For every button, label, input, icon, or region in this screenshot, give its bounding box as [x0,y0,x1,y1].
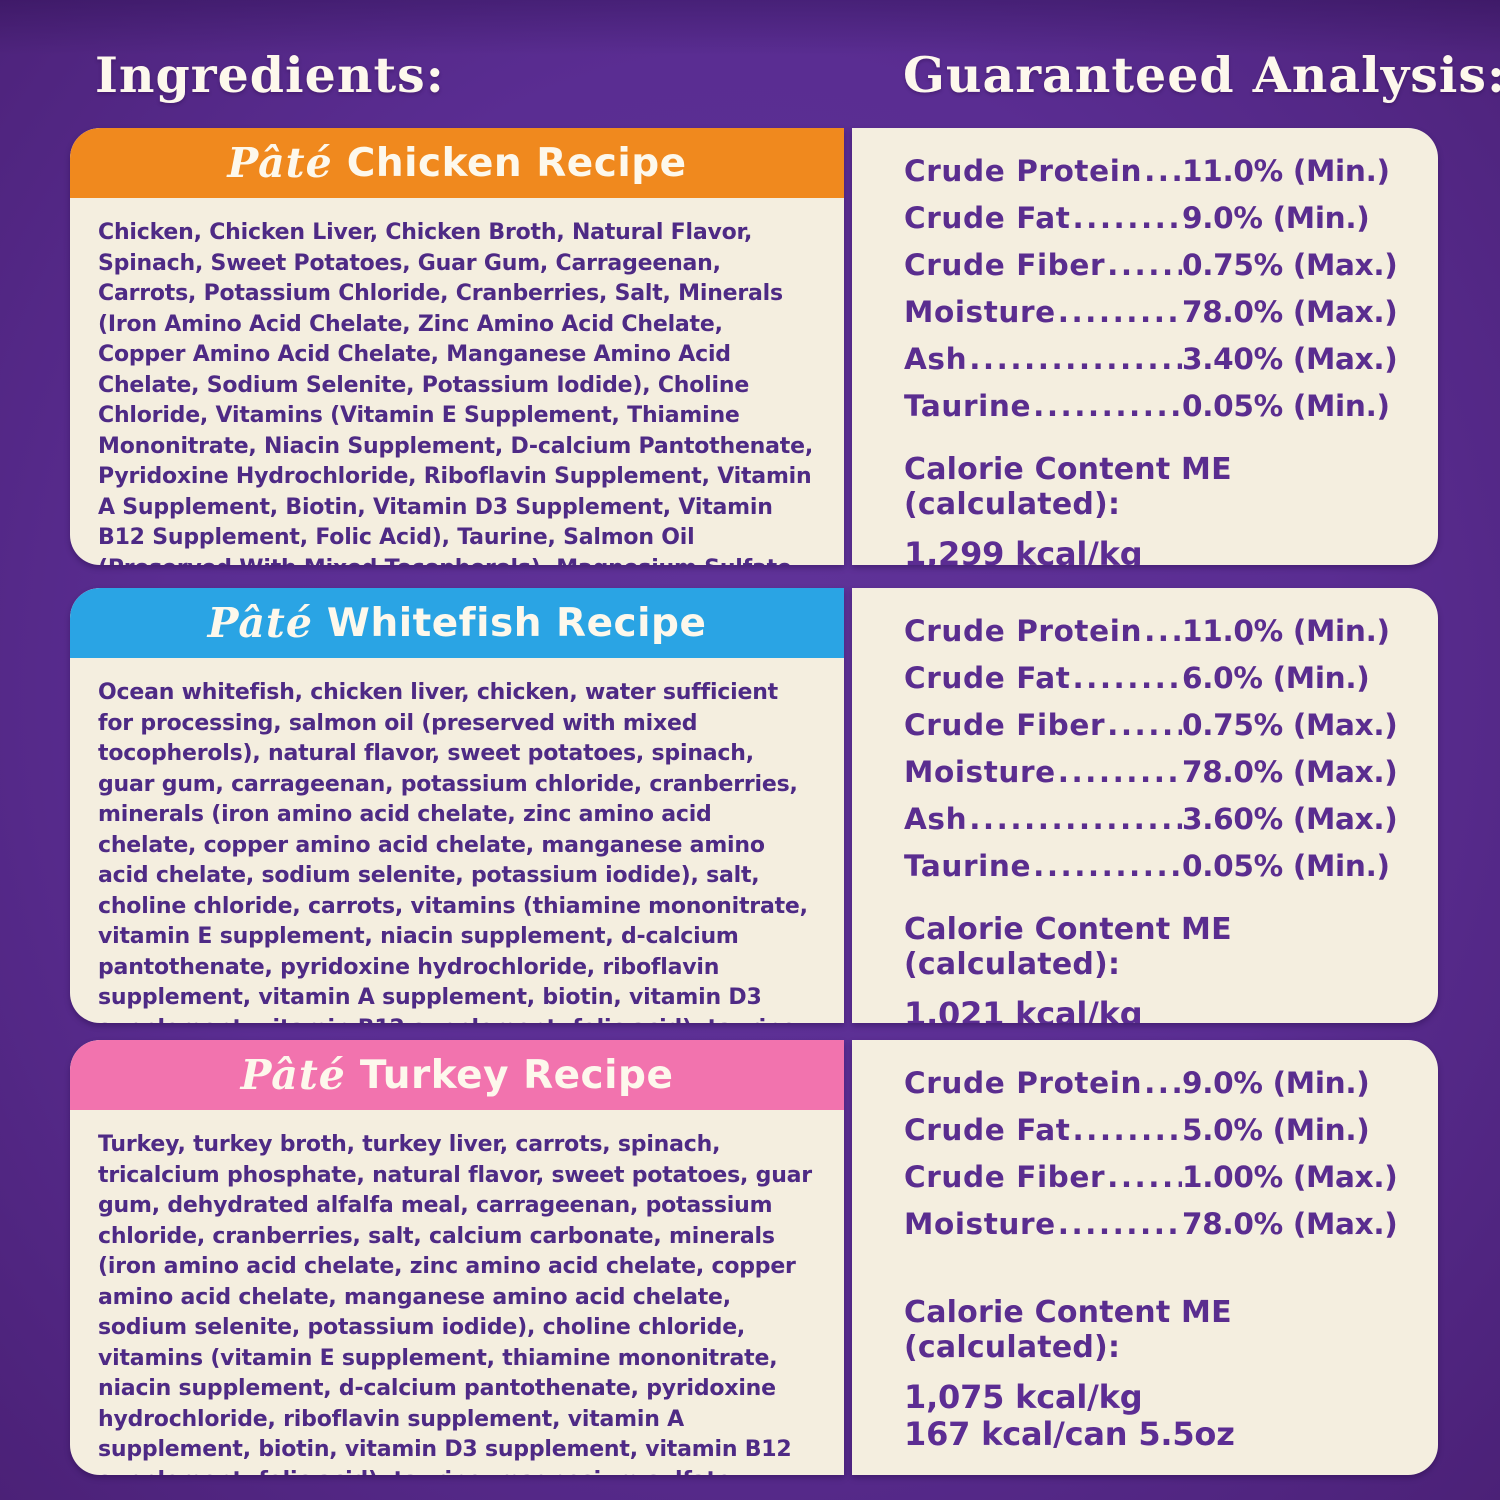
dot-leader: ........................................… [1057,755,1182,789]
dot-leader: ........................................… [1033,389,1182,423]
analysis-value: 78.0% (Max.) [1182,1207,1398,1241]
guaranteed-analysis-title: Guaranteed Analysis: [903,46,1500,104]
ingredients-title: Ingredients: [95,46,445,104]
calorie-content-header: Calorie Content ME (calculated): [904,452,1232,522]
section-whitefish: Pâté Whitefish Recipe Ocean whitefish, c… [70,588,1438,1023]
analysis-label: Taurine [904,849,1032,883]
analysis-value: 78.0% (Max.) [1182,755,1398,789]
dot-leader: ........................................… [1107,1160,1182,1194]
analysis-value: 78.0% (Max.) [1182,295,1398,329]
dot-leader: ........................................… [969,802,1182,836]
analysis-row-crude-fiber: Crude Fiber ............................… [904,248,1414,295]
vertical-spacer [904,1254,1414,1279]
turkey-recipe-title: Turkey Recipe [359,1052,674,1098]
turkey-analysis-card: Crude Protein ..........................… [852,1040,1438,1475]
dot-leader: ........................................… [1144,154,1182,188]
analysis-value: 5.0% (Min.) [1182,1113,1370,1147]
analysis-value: 6.0% (Min.) [1182,661,1370,695]
analysis-row-crude-fat: Crude Fat ..............................… [904,1113,1414,1160]
dot-leader: ........................................… [1072,1113,1182,1147]
calorie-content-header: Calorie Content ME (calculated): [904,912,1232,982]
chicken-recipe-title: Chicken Recipe [346,140,687,186]
section-turkey: Pâté Turkey Recipe Turkey, turkey broth,… [70,1040,1438,1475]
dot-leader: ........................................… [1107,248,1182,282]
analysis-value: 0.05% (Min.) [1182,849,1390,883]
analysis-row-moisture: Moisture ...............................… [904,755,1414,802]
whitefish-ingredients-card: Pâté Whitefish Recipe Ocean whitefish, c… [70,588,844,1023]
dot-leader: ........................................… [1107,708,1182,742]
analysis-value: 9.0% (Min.) [1182,1066,1370,1100]
analysis-label: Crude Protein [904,154,1143,188]
analysis-row-crude-fat: Crude Fat ..............................… [904,661,1414,708]
analysis-label: Crude Fiber [904,1160,1106,1194]
analysis-row-taurine: Taurine ................................… [904,849,1414,896]
pate-script-word: Pâté [207,599,313,647]
dot-leader: ........................................… [1144,614,1182,648]
analysis-row-crude-protein: Crude Protein ..........................… [904,154,1414,201]
analysis-label: Crude Protein [904,614,1143,648]
chicken-analysis-card: Crude Protein ..........................… [852,128,1438,565]
whitefish-ingredients-text: Ocean whitefish, chicken liver, chicken,… [98,680,808,1023]
kcal-per-can: 167 kcal/can 5.5oz [904,1415,1235,1453]
analysis-label: Moisture [904,295,1056,329]
dot-leader: ........................................… [1033,849,1182,883]
analysis-row-ash: Ash ....................................… [904,342,1414,389]
analysis-value: 1.00% (Max.) [1182,1160,1398,1194]
turkey-ingredients-text: Turkey, turkey broth, turkey liver, carr… [98,1132,812,1475]
analysis-value: 11.0% (Min.) [1182,614,1390,648]
analysis-row-crude-protein: Crude Protein ..........................… [904,1066,1414,1113]
dot-leader: ........................................… [1057,1207,1182,1241]
pate-script-word: Pâté [227,139,333,187]
analysis-label: Crude Fiber [904,248,1106,282]
analysis-label: Crude Protein [904,1066,1143,1100]
analysis-label: Moisture [904,1207,1056,1241]
analysis-label: Taurine [904,389,1032,423]
section-chicken: Pâté Chicken Recipe Chicken, Chicken Liv… [70,128,1438,565]
analysis-value: 9.0% (Min.) [1182,201,1370,235]
analysis-value: 0.75% (Max.) [1182,248,1398,282]
whitefish-analysis-card: Crude Protein ..........................… [852,588,1438,1023]
analysis-label: Crude Fat [904,1113,1071,1147]
calorie-content-header: Calorie Content ME (calculated): [904,1295,1232,1365]
dot-leader: ........................................… [1072,201,1182,235]
whitefish-recipe-header: Pâté Whitefish Recipe [70,588,844,658]
analysis-row-ash: Ash ....................................… [904,802,1414,849]
pate-script-word: Pâté [240,1051,346,1099]
analysis-label: Crude Fiber [904,708,1106,742]
whitefish-recipe-title: Whitefish Recipe [326,600,707,646]
dot-leader: ........................................… [969,342,1182,376]
analysis-row-crude-protein: Crude Protein ..........................… [904,614,1414,661]
kcal-per-kg: 1,021 kcal/kg [904,995,1143,1024]
chicken-ingredients-text: Chicken, Chicken Liver, Chicken Broth, N… [98,220,813,565]
turkey-recipe-header: Pâté Turkey Recipe [70,1040,844,1110]
chicken-recipe-header: Pâté Chicken Recipe [70,128,844,198]
analysis-value: 3.60% (Max.) [1182,802,1398,836]
chicken-ingredients-card: Pâté Chicken Recipe Chicken, Chicken Liv… [70,128,844,565]
analysis-row-moisture: Moisture ...............................… [904,1207,1414,1254]
kcal-per-kg: 1,075 kcal/kg [904,1378,1143,1416]
analysis-label: Crude Fat [904,201,1071,235]
kcal-per-kg: 1,299 kcal/kg [904,535,1143,566]
analysis-row-crude-fat: Crude Fat ..............................… [904,201,1414,248]
turkey-ingredients-card: Pâté Turkey Recipe Turkey, turkey broth,… [70,1040,844,1475]
analysis-label: Crude Fat [904,661,1071,695]
analysis-label: Ash [904,342,968,376]
analysis-row-moisture: Moisture ...............................… [904,295,1414,342]
analysis-label: Ash [904,802,968,836]
analysis-row-taurine: Taurine ................................… [904,389,1414,436]
analysis-row-crude-fiber: Crude Fiber ............................… [904,1160,1414,1207]
analysis-value: 11.0% (Min.) [1182,154,1390,188]
analysis-label: Moisture [904,755,1056,789]
dot-leader: ........................................… [1144,1066,1182,1100]
analysis-value: 0.75% (Max.) [1182,708,1398,742]
analysis-value: 0.05% (Min.) [1182,389,1390,423]
analysis-row-crude-fiber: Crude Fiber ............................… [904,708,1414,755]
dot-leader: ........................................… [1072,661,1182,695]
analysis-value: 3.40% (Max.) [1182,342,1398,376]
dot-leader: ........................................… [1057,295,1182,329]
